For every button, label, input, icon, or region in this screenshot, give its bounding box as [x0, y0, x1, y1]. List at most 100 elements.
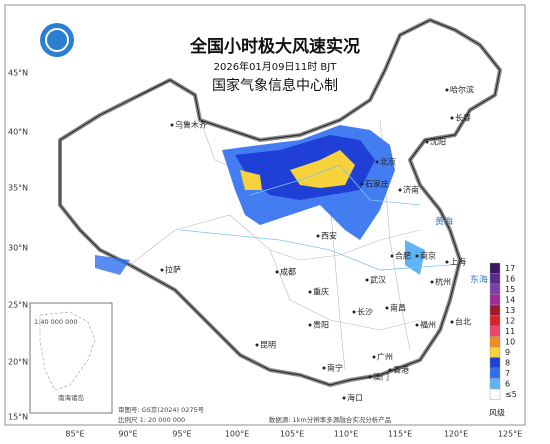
lon-label: 85°E [65, 430, 84, 439]
city-dot [160, 268, 164, 272]
legend-label: 17 [505, 264, 515, 273]
city-dot [255, 343, 259, 347]
legend-title: 风级 [489, 408, 505, 418]
legend-swatch [489, 346, 501, 358]
legend-label: 12 [505, 316, 515, 325]
source: 数据源: 1km分辨率多源融合实况分析产品 [269, 415, 392, 424]
legend-label: 8 [505, 358, 510, 367]
city-dot [445, 88, 449, 92]
city-dot [368, 375, 372, 379]
title: 全国小时极大风速实况 [189, 36, 360, 57]
city-dot [385, 306, 389, 310]
city-label: 西安 [321, 231, 337, 241]
city-dot [450, 116, 454, 120]
lat-label: 40°N [8, 128, 28, 137]
legend-swatch [489, 325, 501, 337]
logo-circle [40, 23, 74, 57]
city-label: 武汉 [370, 275, 386, 285]
lon-label: 105°E [280, 430, 304, 439]
city-dot [372, 355, 376, 359]
city-dot [388, 368, 392, 372]
logo [40, 23, 74, 57]
legend-swatch [489, 315, 501, 327]
city-label: 拉萨 [165, 265, 181, 275]
city-dot [275, 270, 279, 274]
legend-swatch [489, 336, 501, 348]
legend-label: 14 [505, 295, 515, 304]
border [269, 249, 421, 331]
wind-area-east [405, 240, 425, 275]
city-label: 沈阳 [430, 137, 446, 147]
city-label: 海口 [347, 393, 363, 403]
lon-label: 120°E [444, 430, 468, 439]
city-label: 南昌 [390, 303, 406, 313]
lon-label: 90°E [118, 430, 137, 439]
city-label: 昆明 [260, 341, 276, 350]
border [329, 199, 346, 371]
city-dot [170, 123, 174, 127]
city-label: 成都 [280, 267, 296, 277]
city-label: 乌鲁木齐 [175, 120, 207, 130]
city-label: 合肥 [395, 251, 411, 261]
city-dot [415, 323, 419, 327]
city-dot [308, 323, 312, 327]
city-dot [360, 182, 364, 186]
legend-swatch [489, 388, 501, 400]
approval: 审图号: GS京(2024) 0275号 [118, 405, 205, 414]
inset-frame [29, 302, 113, 414]
city-label: 杭州 [435, 277, 451, 287]
city-dot [450, 320, 454, 324]
city-label: 澳门 [373, 372, 389, 382]
yellow-river [249, 164, 421, 206]
lat-label: 20°N [8, 358, 28, 367]
legend-label: ≤5 [505, 390, 517, 399]
inset-dashline [39, 311, 96, 391]
city-label: 南京 [420, 251, 436, 261]
legend-swatch [489, 283, 501, 295]
city-label: 重庆 [313, 287, 329, 297]
legend-label: 13 [505, 306, 515, 315]
city-label: 上海 [450, 257, 466, 267]
city-label: 长沙 [357, 307, 373, 317]
city-dot [342, 396, 346, 400]
inset-title: 南海诸岛 [58, 393, 84, 402]
city-label: 北京 [380, 157, 396, 167]
city-label: 济南 [403, 185, 419, 195]
city-dot [316, 234, 320, 238]
legend-label: 6 [505, 379, 510, 388]
city-dot [425, 140, 429, 144]
city-dot [322, 366, 326, 370]
agency: 国家气象信息中心制 [212, 77, 338, 94]
city-dot [430, 280, 434, 284]
legend-swatch [489, 262, 501, 274]
sea-label: 东海 [470, 274, 488, 286]
lat-label: 25°N [8, 301, 28, 310]
legend-swatch [489, 294, 501, 306]
lat-label: 45°N [8, 69, 28, 78]
city-dot [390, 254, 394, 258]
china-border [59, 19, 501, 386]
city-dot [375, 160, 379, 164]
border [129, 214, 421, 266]
legend-label: 7 [505, 369, 510, 378]
rivers [179, 164, 451, 271]
city-label: 香港 [393, 365, 409, 375]
legend-label: 16 [505, 274, 515, 283]
city-label: 石家庄 [365, 179, 389, 189]
wind-field [95, 125, 425, 275]
city-dot [308, 290, 312, 294]
lon-label: 100°E [225, 430, 249, 439]
city-dot [445, 260, 449, 264]
city-label: 广州 [377, 352, 393, 362]
city-dot [365, 278, 369, 282]
legend-swatch [489, 378, 501, 390]
yangtze [179, 229, 451, 271]
wind-area-9 [290, 150, 355, 188]
legend-label: 11 [505, 327, 515, 336]
lon-label: 125°E [498, 430, 522, 439]
lat-label: 30°N [8, 244, 28, 253]
wind-area-west [95, 255, 130, 275]
legend-label: 9 [505, 348, 510, 357]
lon-label: 115°E [388, 430, 412, 439]
